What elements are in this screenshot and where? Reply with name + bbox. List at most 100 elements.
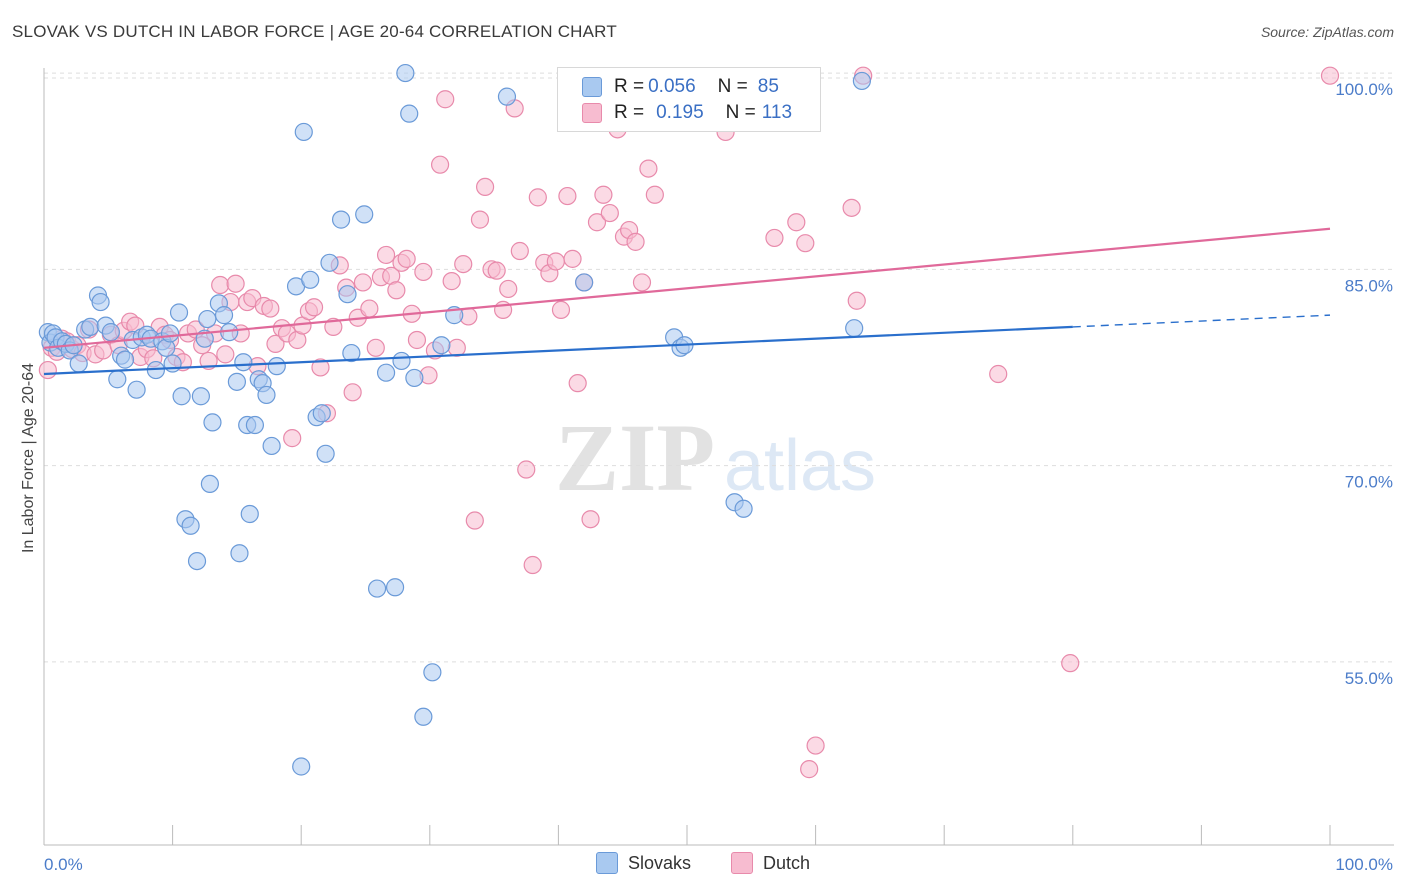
slovak-point <box>91 292 110 312</box>
slovak-point <box>320 253 339 272</box>
dutch-point <box>568 374 587 393</box>
chart-title: SLOVAK VS DUTCH IN LABOR FORCE | AGE 20-… <box>12 22 617 41</box>
dutch-point <box>436 90 455 109</box>
slovak-point <box>257 385 276 405</box>
slovak-point <box>355 205 374 224</box>
slovak-trend-line <box>43 325 1073 376</box>
slovak-point <box>367 579 387 598</box>
slovak-point <box>385 578 405 597</box>
legend-item-slovaks[interactable]: Slovaks <box>595 852 691 874</box>
slovak-point <box>69 354 88 373</box>
slovak-point <box>200 474 219 493</box>
slovak-point <box>497 87 517 106</box>
dutch-point <box>796 234 815 253</box>
dutch-point <box>397 249 416 268</box>
correlation-legend: R = 0.056 N = 85 R = 0.195 N = 113 <box>557 67 821 132</box>
dutch-point <box>226 274 245 293</box>
y-tick-label: 55.0% <box>1345 669 1393 688</box>
dutch-point <box>211 275 230 295</box>
dutch-point <box>499 279 518 299</box>
slovak-point <box>230 544 249 563</box>
dutch-point <box>283 429 302 448</box>
dutch-point <box>266 334 285 354</box>
slovak-trend-extension <box>1072 314 1331 328</box>
slovaks-n-label: N = <box>717 76 748 97</box>
legend-item-dutch[interactable]: Dutch <box>731 852 810 874</box>
slovaks-legend-label: Slovaks <box>627 852 691 873</box>
dutch-point <box>528 188 547 207</box>
slovak-point <box>338 285 357 304</box>
dutch-point <box>442 272 461 291</box>
dutch-point <box>360 299 379 318</box>
y-tick-label: 100.0% <box>1335 80 1393 99</box>
dutch-point <box>563 249 582 268</box>
slovak-point <box>331 210 351 229</box>
slovak-point <box>245 415 265 435</box>
dutch-point <box>558 186 577 206</box>
dutch-point <box>304 298 324 317</box>
dutch-point <box>847 291 866 310</box>
slovak-point <box>575 273 594 292</box>
dutch-point <box>806 736 825 755</box>
dutch-point <box>199 351 218 371</box>
source-label: Source: ZipAtlas.com <box>1260 24 1394 40</box>
dutch-point <box>216 345 235 364</box>
dutch-point <box>1320 66 1340 85</box>
slovak-point <box>312 404 331 423</box>
slovak-point <box>262 436 281 456</box>
dutch-point <box>311 358 330 377</box>
slovak-point <box>405 368 424 388</box>
dutch-point <box>353 273 373 292</box>
dutch-n-label: N = <box>725 102 756 123</box>
dutch-point <box>454 255 473 274</box>
legend-row-dutch: R = 0.195 N = 113 <box>558 100 792 126</box>
dutch-point <box>430 155 450 174</box>
slovak-point <box>127 380 146 399</box>
slovak-point <box>101 323 120 342</box>
dutch-point <box>387 281 406 300</box>
slovak-point <box>169 303 189 322</box>
slovak-point <box>227 372 246 391</box>
slovak-point <box>414 707 433 726</box>
slovak-point <box>108 370 127 389</box>
dutch-point <box>376 245 396 265</box>
dutch-trend-line <box>43 227 1331 349</box>
dutch-point <box>366 338 385 357</box>
series-legend: Slovaks Dutch <box>0 852 1406 874</box>
dutch-point <box>626 232 645 251</box>
slovak-point <box>203 413 222 432</box>
dutch-point <box>465 511 484 530</box>
dutch-point <box>414 262 433 282</box>
dutch-point <box>581 510 600 529</box>
dutch-point <box>787 213 806 232</box>
slovak-point <box>191 387 210 406</box>
dutch-point <box>645 185 664 204</box>
dutch-point <box>475 177 495 197</box>
dutch-point <box>38 360 57 380</box>
y-tick-label: 85.0% <box>1345 276 1393 295</box>
slovak-point <box>172 387 191 406</box>
slovak-point <box>160 324 180 343</box>
dutch-legend-label: Dutch <box>763 852 811 873</box>
dutch-point <box>523 555 542 575</box>
dutch-point <box>639 159 658 178</box>
dutch-point <box>551 300 571 319</box>
dutch-r-label: R = <box>614 102 645 123</box>
slovak-point <box>845 319 864 338</box>
dutch-point <box>842 198 861 217</box>
slovaks-r-value: 0.056 <box>648 76 696 97</box>
dutch-point <box>324 317 343 336</box>
slovaks-legend-swatch <box>595 852 618 874</box>
dutch-point <box>517 460 536 479</box>
slovak-point <box>316 444 335 463</box>
slovak-point <box>301 270 320 289</box>
dutch-point <box>94 341 113 360</box>
dutch-point <box>546 252 565 271</box>
slovaks-swatch <box>582 77 602 97</box>
slovak-point <box>432 336 451 355</box>
slovak-point <box>234 353 253 372</box>
slovak-point <box>198 309 217 329</box>
slovak-point <box>396 63 415 83</box>
dutch-point <box>989 364 1008 384</box>
watermark-zip: ZIP <box>555 404 715 511</box>
